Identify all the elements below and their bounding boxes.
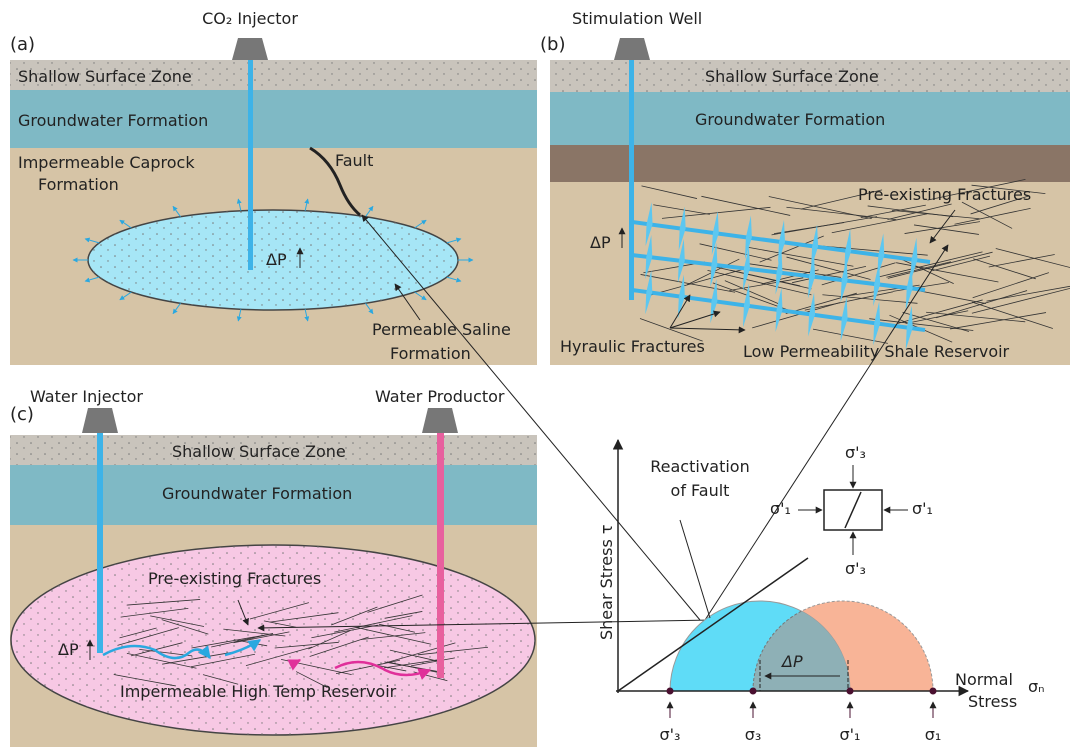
delta-p: ΔP <box>58 640 79 659</box>
text-line: Impermeable Caprock <box>18 153 195 172</box>
stress-point <box>667 688 674 695</box>
delta-p: ΔP <box>590 233 611 252</box>
element-label: σ'₃ <box>845 559 866 578</box>
fracture-label: Hyraulic Fractures <box>560 337 705 356</box>
wellhead <box>422 408 458 433</box>
annotation: Reactivation of Fault <box>650 457 749 500</box>
text-line: Formation <box>390 344 471 363</box>
delta-p: ΔP <box>266 250 287 269</box>
stress-point <box>847 688 854 695</box>
panel-label: (a) <box>10 34 35 55</box>
injector-well <box>97 433 103 653</box>
text-line: Stress <box>968 692 1017 711</box>
panel-b: (b) Stimulation Well Shallow Surface Zon… <box>540 9 1079 365</box>
element-label: σ'₃ <box>845 443 866 462</box>
reservoir-label: Impermeable High Temp Reservoir <box>120 682 397 701</box>
well-label: Water Injector <box>30 387 143 406</box>
delta-p: ΔP <box>780 652 803 671</box>
text-line: Permeable Saline <box>372 320 511 339</box>
panel-a: (a) CO₂ Injector Shallow Surface Zone Gr… <box>10 9 537 365</box>
panel-label: (c) <box>10 404 34 425</box>
axis-point-label: σ₃ <box>745 725 762 744</box>
layer-label: Groundwater Formation <box>162 484 352 503</box>
fracture-label: Pre-existing Fractures <box>858 185 1031 204</box>
x-axis-symbol: σₙ <box>1028 677 1045 696</box>
layer-label: Shallow Surface Zone <box>172 442 346 461</box>
fracture-label: Pre-existing Fractures <box>148 569 321 588</box>
figure: (a) CO₂ Injector Shallow Surface Zone Gr… <box>0 0 1079 750</box>
element-label: σ'₁ <box>770 499 791 518</box>
text-line: of Fault <box>671 481 730 500</box>
stress-point <box>750 688 757 695</box>
text-line: Formation <box>38 175 119 194</box>
wellhead <box>82 408 118 433</box>
layer-label: Groundwater Formation <box>18 111 208 130</box>
wellhead <box>232 38 268 60</box>
text-line: Shear Stress <box>597 539 616 640</box>
leader <box>680 520 710 618</box>
layer-label: Groundwater Formation <box>695 110 885 129</box>
text-line: Reactivation <box>650 457 749 476</box>
well-label: CO₂ Injector <box>202 9 298 28</box>
panel-label: (b) <box>540 34 565 55</box>
injector-well <box>248 58 253 270</box>
wellhead <box>614 38 650 60</box>
seal-layer <box>550 145 1070 182</box>
text-line: τ <box>597 524 616 534</box>
layer-label: Shallow Surface Zone <box>705 67 879 86</box>
stress-points: σ'₃ σ₃ σ'₁ σ₁ <box>660 688 942 745</box>
well-label: Water Productor <box>375 387 505 406</box>
fault-label: Fault <box>335 151 373 170</box>
stress-point <box>930 688 937 695</box>
axis-point-label: σ'₃ <box>660 725 681 744</box>
stimulation-well <box>629 58 634 300</box>
reservoir-label: Low Permeability Shale Reservoir <box>743 342 1010 361</box>
element-label: σ'₁ <box>912 499 933 518</box>
y-axis-label: Shear Stress τ <box>597 524 616 640</box>
panel-c: (c) Water Injector Water Productor Shall… <box>10 387 537 747</box>
layer-label: Shallow Surface Zone <box>18 67 192 86</box>
mohr-diagram: σ'₃ σ₃ σ'₁ σ₁ Shear Stress τ Normal Stress σ… <box>597 440 1045 744</box>
axis-point-label: σ₁ <box>925 725 942 744</box>
well-label: Stimulation Well <box>572 9 702 28</box>
text-line: Normal <box>955 670 1013 689</box>
axis-point-label: σ'₁ <box>840 725 861 744</box>
producer-well <box>437 433 444 678</box>
